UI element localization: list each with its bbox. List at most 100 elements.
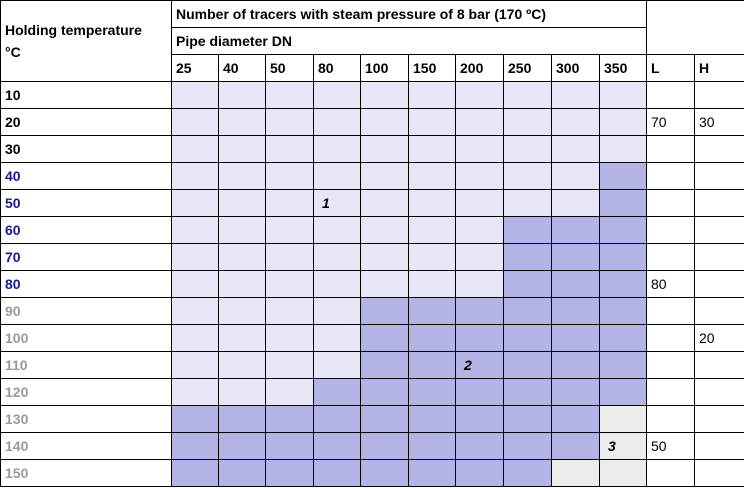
column-header-25: 25: [171, 54, 219, 82]
l-value-cell: 80: [646, 270, 696, 298]
tracer-cell: [408, 135, 456, 163]
tracer-cell: [265, 108, 314, 136]
l-value-cell: [646, 351, 696, 379]
l-value-cell: 70: [646, 108, 696, 136]
tracer-cell: [408, 108, 456, 136]
tracer-cell: [265, 432, 314, 460]
l-value-cell: [646, 189, 696, 217]
tracer-cell: [265, 459, 314, 487]
h-value-cell: [694, 243, 744, 271]
tracer-cell: [360, 378, 409, 406]
tracer-cell: [265, 81, 314, 109]
tracer-cell: [171, 405, 219, 433]
tracer-cell: [455, 324, 504, 352]
tracer-cell: [551, 135, 600, 163]
tracer-cell: [360, 243, 409, 271]
column-header-200: 200: [455, 54, 504, 82]
tracer-cell: [265, 162, 314, 190]
tracer-cell: [408, 189, 456, 217]
tracer-cell: [598, 108, 648, 136]
tracer-cell: [360, 189, 409, 217]
l-value-cell: [646, 405, 696, 433]
temperature-cell: 140: [0, 432, 172, 460]
tracer-cell: [313, 81, 361, 109]
tracer-cell: [171, 270, 219, 298]
l-value-cell: [646, 162, 696, 190]
tracer-cell: [503, 243, 552, 271]
tracer-cell: [265, 270, 314, 298]
tracer-cell: [171, 351, 219, 379]
tracer-cell: [313, 162, 361, 190]
table-row: 40: [0, 162, 744, 190]
tracer-cell: [598, 81, 648, 109]
tracer-cell: [265, 243, 314, 271]
tracer-cell: [598, 189, 648, 217]
tracer-cell: [408, 405, 456, 433]
tracer-cell: [598, 459, 648, 487]
tracer-cell: [218, 405, 266, 433]
tracer-cell: [265, 297, 314, 325]
tracer-cell: [551, 189, 600, 217]
tracer-cell: [360, 324, 409, 352]
temperature-cell: 40: [0, 162, 172, 190]
tracer-cell: [503, 189, 552, 217]
column-header-350: 350: [598, 54, 648, 82]
tracer-cell: [171, 243, 219, 271]
tracer-cell: [265, 405, 314, 433]
tracer-cell: [408, 297, 456, 325]
zone-marker: 3: [598, 432, 648, 460]
h-value-cell: [694, 459, 744, 487]
l-value-cell: [646, 135, 696, 163]
tracer-cell: [503, 216, 552, 244]
tracer-cell: [503, 324, 552, 352]
tracer-cell: [455, 216, 504, 244]
tracer-cell: [218, 243, 266, 271]
h-value-cell: 20: [694, 324, 744, 352]
temperature-cell: 100: [0, 324, 172, 352]
table-row: 50 1: [0, 189, 744, 217]
tracer-cell: [171, 162, 219, 190]
tracer-cell: [408, 81, 456, 109]
tracer-cell: [551, 243, 600, 271]
table-row: 70: [0, 243, 744, 271]
tracer-cell: [503, 297, 552, 325]
tracer-cell: [360, 270, 409, 298]
tracer-cell: [218, 216, 266, 244]
tracer-cell: [455, 270, 504, 298]
table-row: 140 3 50: [0, 432, 744, 460]
tracer-cell: [218, 135, 266, 163]
tracer-cell: [551, 216, 600, 244]
tracer-cell: [503, 378, 552, 406]
tracer-cell: [313, 270, 361, 298]
tracer-cell: [598, 135, 648, 163]
h-value-cell: 30: [694, 108, 744, 136]
h-value-cell: [694, 216, 744, 244]
tracer-cell: [313, 432, 361, 460]
tracer-cell: [408, 270, 456, 298]
tracer-cell: [313, 135, 361, 163]
tracer-cell: [551, 108, 600, 136]
temperature-cell: 120: [0, 378, 172, 406]
tracer-cell: [218, 270, 266, 298]
tracer-cell: [503, 432, 552, 460]
tracer-cell: [455, 297, 504, 325]
temperature-cell: 150: [0, 459, 172, 487]
tracer-cell: [455, 432, 504, 460]
tracer-cell: [218, 351, 266, 379]
tracer-cell: [265, 378, 314, 406]
holding-temperature-label: Holding temperature: [5, 22, 142, 38]
tracer-cell: [218, 324, 266, 352]
table-row: 120: [0, 378, 744, 406]
temperature-cell: 20: [0, 108, 172, 136]
temperature-cell: 90: [0, 297, 172, 325]
tracer-cell: [503, 135, 552, 163]
h-value-cell: [694, 135, 744, 163]
h-value-cell: [694, 351, 744, 379]
tracer-cell: [218, 378, 266, 406]
tracer-cell: [218, 189, 266, 217]
table-row: 10: [0, 81, 744, 109]
tracer-cell: [551, 81, 600, 109]
tracer-cell: [171, 297, 219, 325]
l-value-cell: [646, 216, 696, 244]
